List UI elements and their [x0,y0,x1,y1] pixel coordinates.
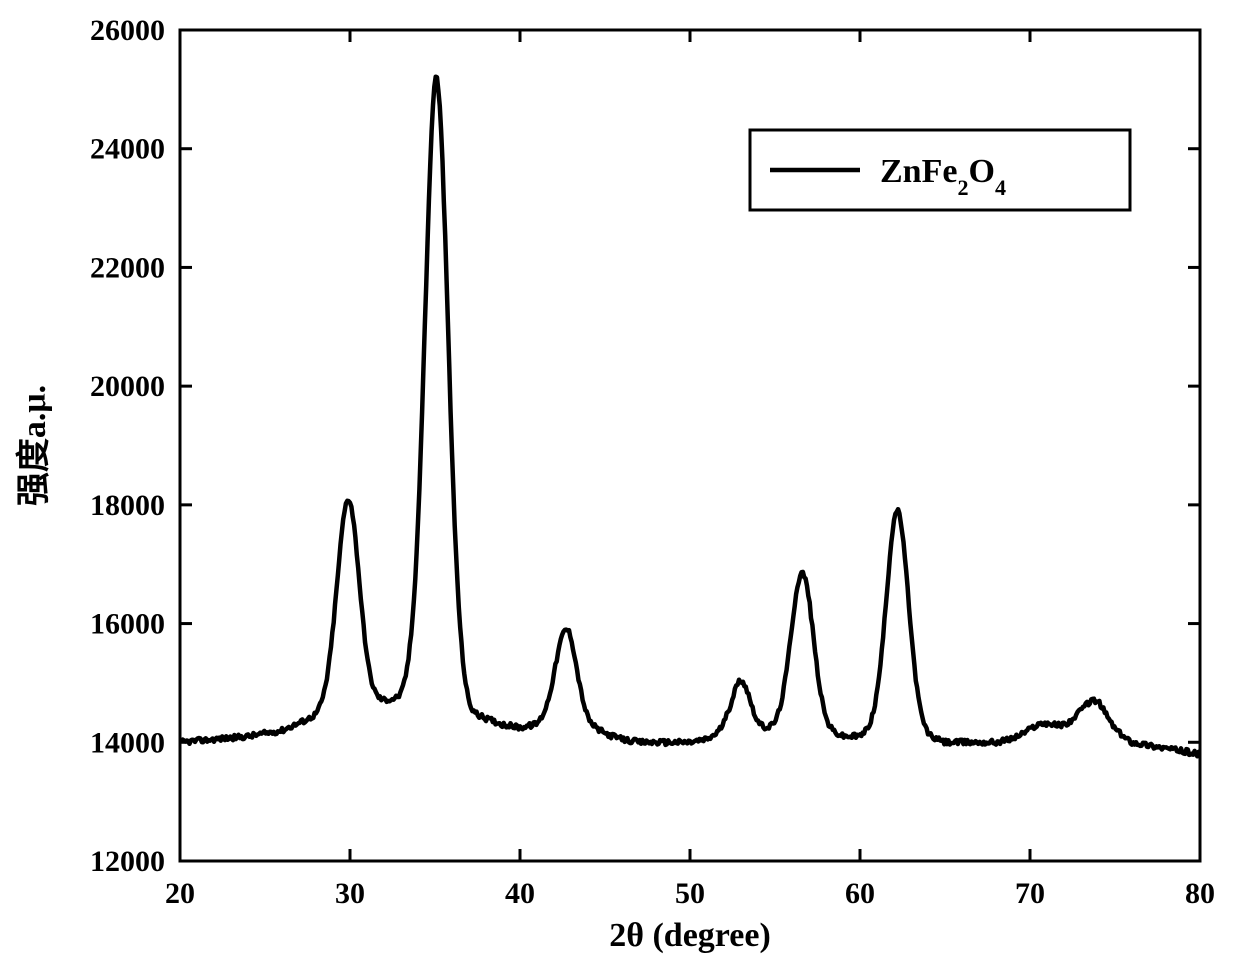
x-tick-label: 80 [1185,877,1215,910]
x-tick-label: 50 [675,877,705,910]
x-tick-label: 70 [1015,877,1045,910]
x-tick-label: 20 [165,877,195,910]
y-tick-label: 24000 [90,133,165,166]
x-tick-label: 30 [335,877,365,910]
x-axis-label: 2θ (degree) [609,917,771,954]
chart-svg: 20 30 40 50 60 70 80 12000 14000 16000 18000 20000 2… [0,0,1240,971]
y-tick-label: 20000 [90,370,165,403]
x-tick-label: 40 [505,877,535,910]
y-tick-label: 26000 [90,14,165,47]
y-tick-label: 14000 [90,726,165,759]
y-tick-label: 18000 [90,489,165,522]
y-tick-label: 22000 [90,251,165,284]
x-tick-label: 60 [845,877,875,910]
y-axis-label: 强度a.μ. [15,385,53,506]
y-tick-label: 12000 [90,845,165,878]
xrd-chart: 20 30 40 50 60 70 80 12000 14000 16000 18000 20000 2… [0,0,1240,971]
y-tick-label: 16000 [90,608,165,641]
